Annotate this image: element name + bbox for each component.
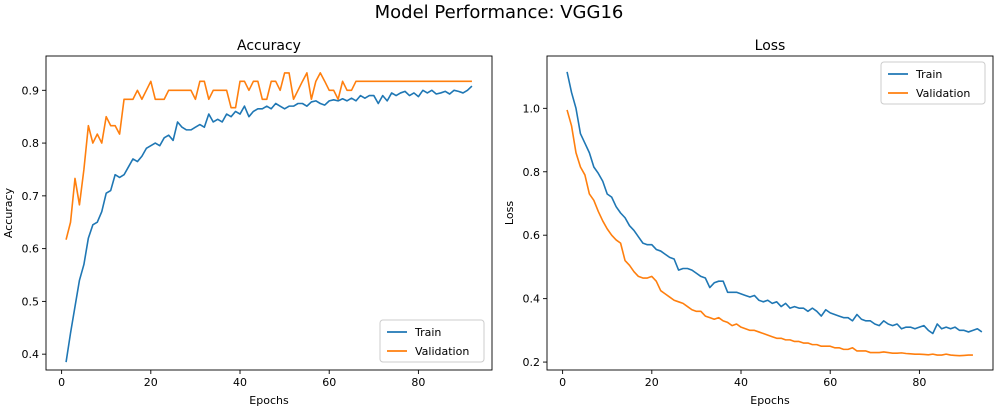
x-tick-label: 0 [559, 376, 566, 389]
y-tick-label: 0.4 [523, 293, 541, 306]
x-tick-label: 0 [58, 376, 65, 389]
legend-label-validation: Validation [415, 345, 469, 358]
y-tick-label: 0.8 [22, 137, 40, 150]
y-tick-label: 0.5 [22, 295, 40, 308]
plot-frame [45, 55, 493, 371]
y-tick-label: 0.4 [22, 348, 40, 361]
legend-label-validation: Validation [916, 87, 970, 100]
series-line-validation [566, 109, 973, 357]
plot-frame [546, 55, 994, 371]
x-axis-label: Epochs [249, 394, 289, 407]
series-line-train [65, 85, 473, 363]
figure-title: Model Performance: VGG16 [374, 2, 624, 23]
y-axis-label: Loss [503, 201, 516, 225]
y-axis-label: Accuracy [2, 187, 15, 238]
x-tick-label: 80 [912, 376, 926, 389]
chart-panel-2: Loss 0 20 40 60 80 0.2 0.4 0.6 0.8 1.0 Epochs Loss Tr… [503, 38, 994, 407]
x-tick-label: 40 [734, 376, 748, 389]
legend: Train Validation [880, 61, 986, 105]
x-tick-label: 20 [645, 376, 659, 389]
x-tick-label: 60 [322, 376, 336, 389]
series-line-train [566, 71, 983, 335]
x-tick-label: 60 [823, 376, 837, 389]
legend-label-train: Train [915, 68, 942, 81]
x-tick-label: 40 [233, 376, 247, 389]
x-tick-label: 20 [144, 376, 158, 389]
legend: Train Validation [379, 319, 485, 363]
x-axis-label: Epochs [750, 394, 790, 407]
y-tick-label: 0.2 [523, 356, 541, 369]
y-tick-label: 0.6 [523, 229, 541, 242]
y-tick-label: 0.8 [523, 166, 541, 179]
series-line-validation [65, 72, 472, 240]
x-tick-label: 80 [411, 376, 425, 389]
y-tick-label: 0.7 [22, 190, 40, 203]
chart-panel-1: Accuracy 0 20 40 60 80 0.4 0.5 0.6 0.7 0.8 0.9 Epoch… [2, 38, 493, 407]
chart-title: Accuracy [237, 38, 301, 54]
chart-title: Loss [755, 38, 786, 54]
y-tick-label: 1.0 [523, 102, 541, 115]
y-tick-label: 0.9 [22, 84, 40, 97]
legend-label-train: Train [414, 326, 441, 339]
y-tick-label: 0.6 [22, 243, 40, 256]
